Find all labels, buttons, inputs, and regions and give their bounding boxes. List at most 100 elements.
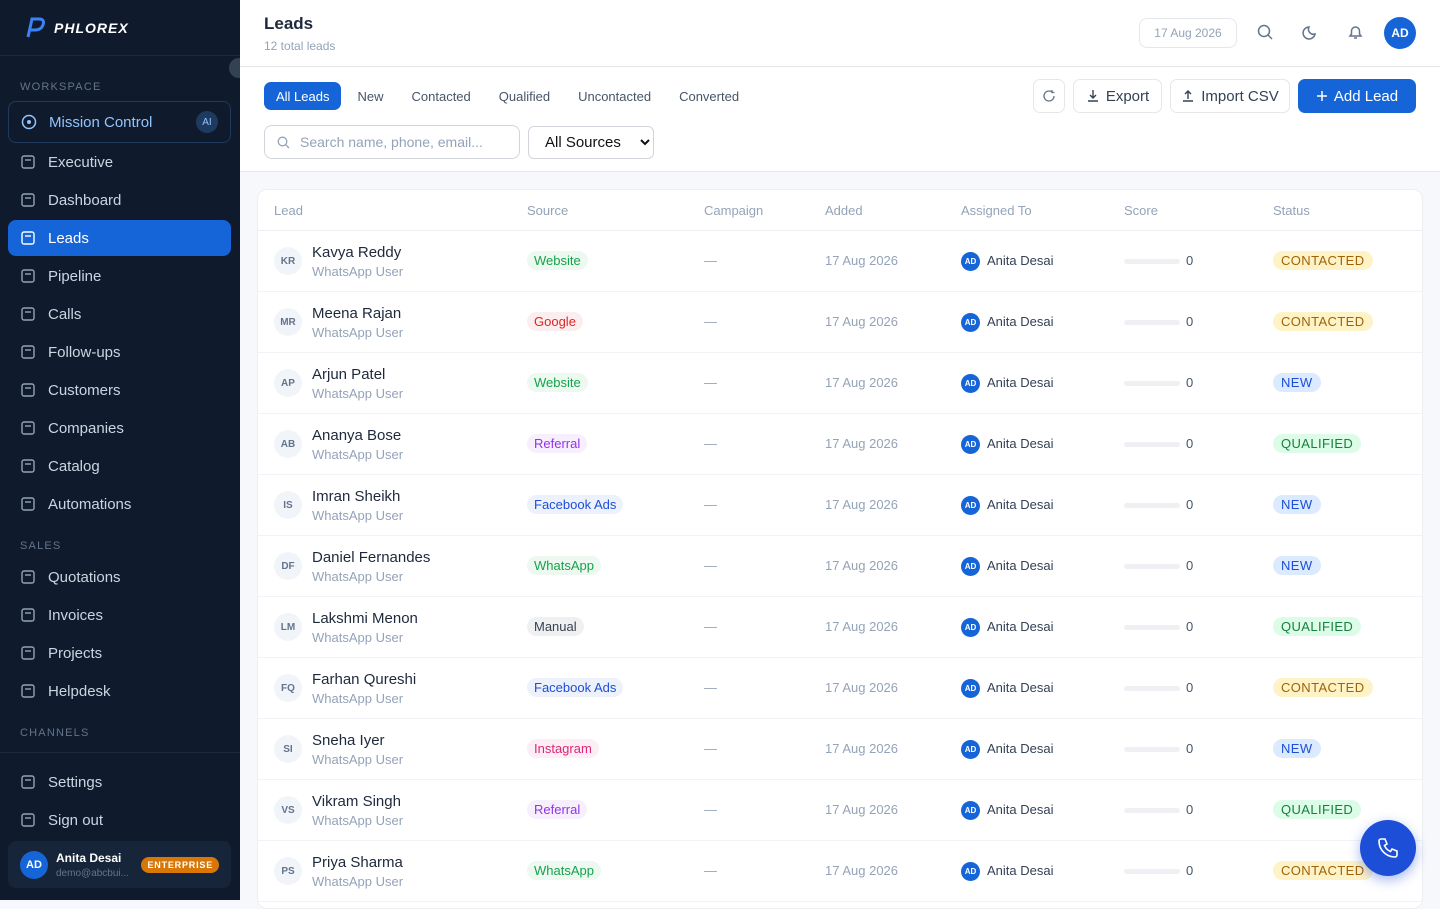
section-label: CHANNELS [20, 727, 90, 739]
search-icon[interactable] [1257, 24, 1274, 41]
score: 0 [1186, 802, 1194, 817]
search-input[interactable] [298, 133, 508, 151]
logo-mark [26, 17, 45, 37]
nav-item[interactable]: Settings [8, 764, 231, 800]
user-email: demo@abcbui... [56, 867, 129, 879]
lead-avatar: LM [274, 613, 302, 641]
campaign: — [704, 375, 717, 390]
table-row[interactable]: KR Kavya Reddy WhatsApp User Website — 17 Aug… [258, 231, 1422, 292]
plan-badge: ENTERPRISE [141, 856, 219, 873]
assignee-name: Anita Desai [987, 680, 1054, 695]
status-tag: CONTACTED [1273, 678, 1373, 697]
column-header: Lead [274, 203, 303, 218]
call-button[interactable] [1360, 820, 1416, 876]
nav-item[interactable]: Sign out [8, 802, 231, 838]
score-track [1124, 259, 1180, 264]
nav-label: Follow-ups [48, 343, 121, 361]
score-track [1124, 808, 1180, 813]
search-box [264, 125, 520, 159]
tab[interactable]: Converted [679, 88, 740, 104]
nav-item[interactable]: Follow-ups [8, 334, 231, 370]
table-row[interactable]: AP Arjun Patel WhatsApp User Website — 17 Aug… [258, 353, 1422, 414]
nav-item[interactable]: Automations [8, 486, 231, 522]
nav-item[interactable]: Leads [8, 220, 231, 256]
source-tag: WhatsApp [527, 861, 601, 880]
icon [21, 775, 35, 789]
button-label: Import CSV [1201, 87, 1279, 105]
bell-icon[interactable] [1347, 24, 1364, 41]
nav-item[interactable]: Projects [8, 635, 231, 671]
nav-item[interactable]: Helpdesk [8, 673, 231, 709]
theme-icon[interactable] [1302, 24, 1319, 41]
mission-control[interactable]: Mission Control AI [8, 101, 231, 143]
table-row[interactable]: AB Ananya Bose WhatsApp User Referral — 17 Au… [258, 414, 1422, 475]
source-tag: Instagram [527, 739, 599, 758]
nav-item[interactable]: Pipeline [8, 258, 231, 294]
tab[interactable]: Contacted [411, 88, 471, 104]
source-filter[interactable]: All Sources [528, 126, 654, 159]
nav-label: Executive [48, 153, 114, 171]
tab[interactable]: New [357, 88, 384, 104]
nav-item[interactable]: Companies [8, 410, 231, 446]
lead-name: Kavya Reddy [312, 244, 402, 261]
lead-avatar: MR [274, 308, 302, 336]
section-label: SALES [20, 540, 62, 552]
icon [21, 383, 35, 397]
nav-item[interactable]: Dashboard [8, 182, 231, 218]
assignee-avatar: AD [961, 618, 980, 637]
nav-label: Quotations [48, 568, 121, 586]
nav-item[interactable]: Invoices [8, 597, 231, 633]
lead-name: Imran Sheikh [312, 488, 401, 505]
lead-name: Ananya Bose [312, 427, 402, 444]
tab[interactable]: All Leads [264, 82, 342, 110]
nav-item[interactable]: Customers [8, 372, 231, 408]
table-row[interactable]: LM Lakshmi Menon WhatsApp User Manual — 17 Au… [258, 597, 1422, 658]
add-lead-button[interactable]: Add Lead [1298, 79, 1416, 113]
user-card[interactable]: AD Anita Desai demo@abcbui... ENTERPRISE [8, 841, 231, 888]
toolbar: All Leads New Contacted Qualified Uncontacte… [240, 67, 1440, 172]
column-header: Source [527, 203, 569, 218]
assignee-name: Anita Desai [987, 619, 1054, 634]
tab[interactable]: Uncontacted [578, 88, 652, 104]
table-row[interactable]: SI Sneha Iyer WhatsApp User Instagram — 17 Au… [258, 719, 1422, 780]
logo-text: PHLOREX [54, 19, 129, 36]
lead-avatar: VS [274, 796, 302, 824]
table-row[interactable]: IS Imran Sheikh WhatsApp User Facebook Ads —… [258, 475, 1422, 536]
campaign: — [704, 314, 717, 329]
nav-label: Companies [48, 419, 124, 437]
assignee-name: Anita Desai [987, 436, 1054, 451]
refresh-button[interactable] [1033, 79, 1065, 113]
status-tag: NEW [1273, 739, 1321, 758]
nav-label: Automations [48, 495, 132, 513]
status-tag: QUALIFIED [1273, 617, 1362, 636]
sidebar: PHLOREX WORKSPACE Mission Control AI SAL… [0, 0, 251, 900]
nav-item[interactable]: Calls [8, 296, 231, 332]
score: 0 [1186, 314, 1194, 329]
table-row[interactable]: PS Priya Sharma WhatsApp User WhatsApp — 17 A… [258, 841, 1422, 902]
nav-item[interactable]: Catalog [8, 448, 231, 484]
assignee-avatar: AD [961, 496, 980, 515]
status-tag: CONTACTED [1273, 861, 1373, 880]
table-header: Lead Source Campaign Added Assigned To Score S… [258, 190, 1422, 231]
nav-item[interactable]: Executive [8, 144, 231, 180]
status-tag: QUALIFIED [1273, 800, 1362, 819]
table-row[interactable]: DF Daniel Fernandes WhatsApp User WhatsApp —… [258, 536, 1422, 597]
leads-table: Lead Source Campaign Added Assigned To Score S… [257, 189, 1423, 909]
table-row[interactable]: FQ Farhan Qureshi WhatsApp User Facebook Ad… [258, 658, 1422, 719]
nav-label: Mission Control [49, 113, 153, 131]
tab[interactable]: Qualified [498, 88, 551, 104]
export-button[interactable]: Export [1073, 79, 1162, 113]
table-row[interactable]: VS Vikram Singh WhatsApp User Referral — 17 A… [258, 780, 1422, 841]
status-tag: CONTACTED [1273, 251, 1373, 270]
nav-label: Projects [48, 644, 103, 662]
score-track [1124, 503, 1180, 508]
campaign: — [704, 741, 717, 756]
status-tag: NEW [1273, 556, 1321, 575]
icon [21, 646, 35, 660]
source-tag: Facebook Ads [527, 678, 624, 697]
nav-item[interactable]: Quotations [8, 559, 231, 595]
table-row[interactable]: MR Meena Rajan WhatsApp User Google — 17 Aug … [258, 292, 1422, 353]
avatar[interactable]: AD [1384, 17, 1416, 49]
import-button[interactable]: Import CSV [1170, 79, 1290, 113]
